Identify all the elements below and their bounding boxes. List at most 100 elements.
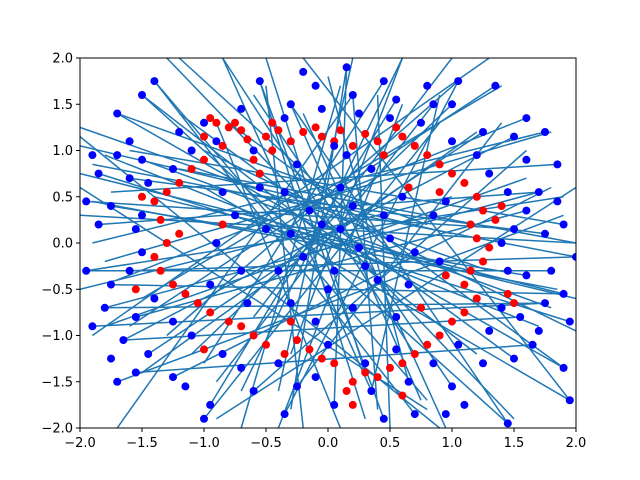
blue-point	[169, 317, 177, 326]
line-segment	[116, 117, 527, 281]
blue-point	[218, 188, 227, 197]
blue-point	[355, 243, 363, 252]
red-point	[169, 280, 177, 289]
blue-point	[522, 206, 531, 215]
blue-point	[404, 280, 413, 289]
blue-point	[138, 248, 146, 257]
blue-point	[398, 192, 407, 201]
blue-point	[460, 400, 469, 409]
blue-point	[299, 67, 308, 76]
red-point	[274, 126, 283, 135]
line-segment	[191, 103, 453, 355]
blue-point	[286, 100, 295, 109]
blue-point	[522, 114, 531, 123]
blue-point	[169, 165, 177, 173]
blue-point	[169, 373, 177, 382]
line-segment	[141, 159, 552, 309]
blue-point	[454, 340, 463, 349]
blue-point	[510, 132, 518, 141]
blue-point	[441, 410, 450, 419]
red-point	[491, 215, 500, 224]
blue-point	[88, 322, 97, 331]
blue-point	[82, 197, 91, 206]
blue-point	[144, 178, 153, 187]
red-point	[404, 183, 413, 192]
x-tick-label: −0.5	[250, 436, 282, 451]
blue-point	[82, 266, 91, 275]
x-tick-label: 0.5	[380, 436, 401, 451]
blue-point	[206, 400, 215, 409]
blue-point	[355, 109, 363, 118]
red-point	[200, 345, 208, 354]
blue-point	[138, 91, 146, 99]
y-axis: −2.0 −1.5 −1.0 −0.5 0.0 0.5 1.0 1.5 2.0	[41, 52, 80, 437]
blue-point	[367, 387, 376, 395]
line-segment	[240, 85, 342, 428]
red-point	[410, 350, 419, 358]
blue-point	[138, 155, 146, 164]
blue-point	[534, 326, 543, 335]
line-segment	[141, 94, 509, 424]
red-point	[441, 271, 450, 280]
blue-point	[541, 299, 549, 308]
line-segment	[166, 58, 515, 420]
line-segment	[153, 80, 416, 415]
red-point	[268, 146, 277, 155]
red-point	[460, 178, 469, 187]
red-point	[317, 132, 326, 141]
blue-point	[348, 202, 357, 210]
blue-point	[441, 197, 450, 206]
red-point	[460, 308, 469, 317]
red-point	[249, 331, 258, 340]
blue-point	[386, 234, 394, 243]
line-segment	[110, 283, 564, 295]
line-segment	[209, 99, 397, 406]
blue-point	[553, 197, 562, 206]
blue-point	[497, 303, 506, 312]
red-point	[479, 257, 487, 266]
blue-point	[534, 188, 543, 197]
y-tick-label: 2.0	[52, 52, 73, 67]
blue-point	[423, 81, 432, 90]
blue-point	[565, 396, 574, 405]
red-point	[510, 299, 518, 308]
blue-point	[218, 350, 227, 358]
red-point	[448, 169, 456, 178]
blue-point	[448, 100, 456, 109]
x-tick-label: 0.0	[318, 436, 339, 451]
red-point	[348, 377, 357, 386]
blue-point	[479, 359, 487, 368]
red-point	[156, 215, 165, 224]
blue-point	[113, 151, 122, 160]
blue-point	[311, 317, 320, 326]
blue-point	[491, 81, 500, 90]
blue-point	[410, 248, 419, 257]
red-point	[503, 289, 512, 298]
blue-point	[379, 211, 388, 220]
red-point	[330, 359, 339, 368]
red-point	[218, 220, 227, 229]
blue-point	[435, 257, 444, 266]
blue-point	[559, 289, 568, 298]
red-point	[175, 229, 184, 238]
blue-point	[249, 146, 258, 155]
blue-point	[206, 280, 215, 289]
red-point	[379, 151, 388, 160]
y-tick-label: 1.0	[52, 144, 73, 159]
x-tick-label: −1.0	[188, 436, 220, 451]
x-tick-label: 1.0	[442, 436, 463, 451]
blue-point	[454, 77, 463, 86]
red-point	[156, 266, 165, 275]
red-point	[262, 340, 270, 349]
red-point	[317, 354, 326, 363]
blue-point	[274, 266, 283, 275]
blue-point	[348, 91, 357, 99]
blue-point	[107, 280, 115, 289]
blue-point	[286, 299, 295, 308]
red-point	[249, 155, 258, 164]
blue-point	[88, 151, 97, 160]
blue-point	[342, 63, 351, 72]
red-point	[392, 123, 401, 132]
blue-point	[107, 354, 115, 363]
